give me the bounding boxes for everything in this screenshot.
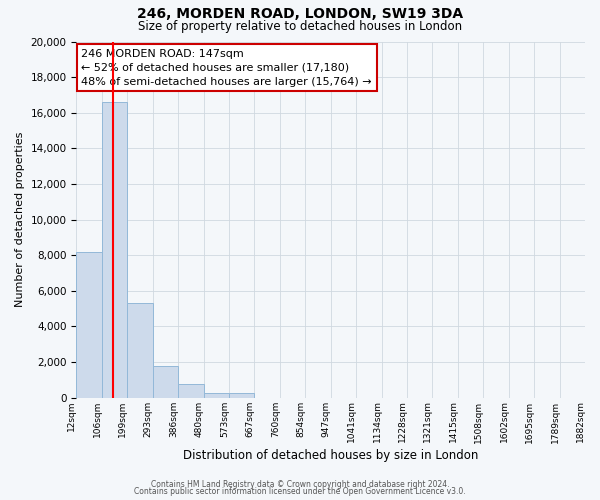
Y-axis label: Number of detached properties: Number of detached properties [15, 132, 25, 308]
Bar [178, 384, 203, 398]
Bar [203, 392, 229, 398]
Text: 246, MORDEN ROAD, LONDON, SW19 3DA: 246, MORDEN ROAD, LONDON, SW19 3DA [137, 8, 463, 22]
Bar [127, 304, 152, 398]
Bar [76, 252, 102, 398]
Text: Size of property relative to detached houses in London: Size of property relative to detached ho… [138, 20, 462, 33]
Text: 246 MORDEN ROAD: 147sqm
← 52% of detached houses are smaller (17,180)
48% of sem: 246 MORDEN ROAD: 147sqm ← 52% of detache… [82, 48, 372, 86]
Bar [102, 102, 127, 398]
Bar [229, 392, 254, 398]
Text: Contains HM Land Registry data © Crown copyright and database right 2024.: Contains HM Land Registry data © Crown c… [151, 480, 449, 489]
Text: Contains public sector information licensed under the Open Government Licence v3: Contains public sector information licen… [134, 488, 466, 496]
X-axis label: Distribution of detached houses by size in London: Distribution of detached houses by size … [183, 450, 478, 462]
Bar [152, 366, 178, 398]
